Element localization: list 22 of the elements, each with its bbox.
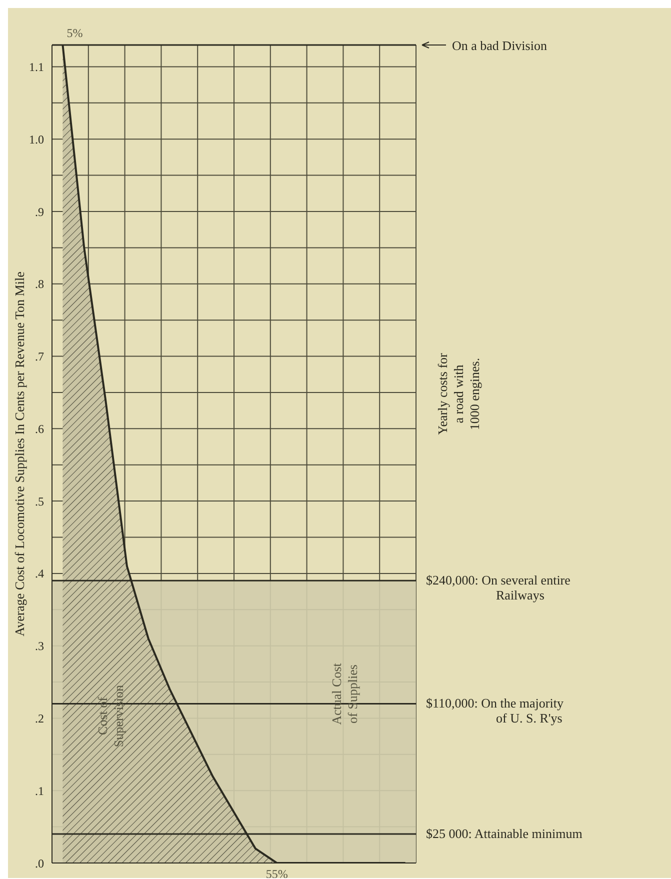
text: 55%	[266, 867, 288, 879]
y-tick-label: .2	[35, 711, 44, 726]
y-tick-label: .5	[35, 494, 44, 508]
y-tick-label: .6	[35, 422, 44, 436]
y-tick-label: .9	[35, 204, 44, 219]
ref-line-label: $110,000: On the majority of U. S. R'ys	[426, 696, 564, 726]
annotation: Cost of Supervision	[95, 684, 126, 748]
y-tick-label: .0	[35, 856, 44, 870]
y-tick-label: .8	[35, 277, 44, 292]
y-tick-label: .3	[35, 639, 44, 654]
y-tick-label: .1	[35, 784, 44, 798]
y-tick-label: 1.1	[29, 60, 44, 74]
text: Yearly costs for a road with 1000 engines.	[435, 352, 482, 435]
y-axis-title: Average Cost of Locomotive Supplies In Cents per Revenue Ton Mile	[12, 271, 27, 636]
ref-line-label: $240,000: On several entire Railways	[426, 572, 571, 603]
text: 5%	[66, 26, 83, 40]
y-tick-label: .4	[35, 566, 44, 581]
y-tick-label: .7	[35, 350, 44, 364]
ref-line-label: $25 000: Attainable minimum	[426, 826, 582, 842]
y-tick-label: 1.0	[29, 132, 44, 146]
ref-line-label: On a bad Division	[452, 38, 548, 53]
annotation: Actual Cost of Supplies	[329, 662, 360, 725]
